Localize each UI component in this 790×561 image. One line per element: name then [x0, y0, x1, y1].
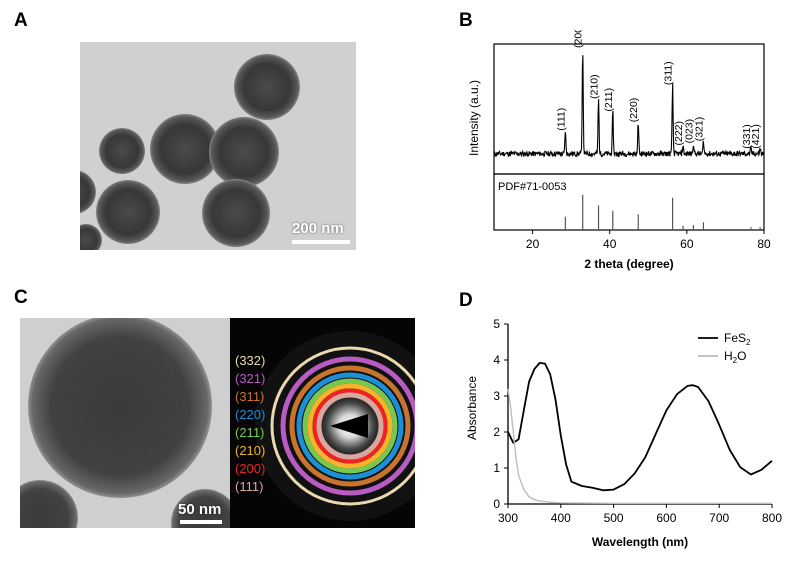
abs-x-tick-label: 400	[551, 511, 571, 525]
xrd-peak-label: (331)	[741, 124, 753, 149]
nanosphere	[234, 54, 300, 120]
ring-index-label: (220)	[235, 407, 266, 422]
diffraction-ring	[316, 392, 384, 460]
scale-bar-label: 200 nm	[292, 220, 344, 237]
diffraction-ring	[302, 378, 398, 474]
tem-image-c-graphic	[20, 318, 230, 528]
ring-index-label: (200)	[235, 461, 266, 476]
abs-x-tick-label: 700	[709, 511, 729, 525]
nanosphere	[171, 489, 230, 528]
diffraction-ring	[280, 356, 415, 496]
absorbance-ylabel: Absorbance	[465, 376, 479, 440]
legend-label: H2O	[724, 349, 746, 365]
xrd-reference-frame	[493, 173, 765, 231]
abs-y-tick-label: 4	[493, 353, 500, 367]
ring-index-label: (111)	[235, 479, 264, 494]
ring-index-label: (210)	[235, 443, 266, 458]
diffraction-ring	[270, 346, 415, 506]
panel-label-d: D	[459, 290, 473, 311]
diffraction-ring	[307, 383, 393, 469]
nanosphere	[80, 170, 96, 214]
series-line-fes2	[507, 362, 773, 492]
abs-x-tick-label: 500	[604, 511, 624, 525]
xrd-peak-label: (200)	[573, 30, 585, 48]
abs-x-tick-label: 600	[656, 511, 676, 525]
saed-pattern: (332) (321) (311) (220) (211) (210) (200) (111)	[230, 318, 415, 528]
series-line-h2o	[507, 388, 772, 505]
diffraction-ring	[312, 388, 388, 464]
tem-image-a: 200 nm	[80, 42, 356, 250]
reference-card-label: PDF#71-0053	[498, 181, 567, 193]
panel-label-a: A	[14, 10, 28, 31]
scale-bar	[292, 240, 350, 244]
diffraction-ring	[296, 372, 404, 480]
xrd-chart: Intensity (a.u.) (111) (200) (210)(211) (22…	[467, 30, 771, 271]
abs-y-tick-label: 5	[493, 317, 500, 331]
scale-bar	[180, 520, 222, 524]
abs-x-tick-label: 300	[498, 511, 518, 525]
xrd-peak-label: (311)	[663, 61, 675, 85]
absorbance-chart: Absorbance 0 1 2 3 4 5 300 400 500 600 700 800 FeS…	[465, 317, 782, 549]
panel-label-b: B	[459, 10, 473, 31]
xrd-ylabel: Intensity (a.u.)	[467, 80, 481, 156]
nanosphere	[99, 128, 145, 174]
beam-stopper	[330, 414, 368, 438]
abs-y-tick-label: 1	[493, 461, 500, 475]
abs-y-tick-label: 0	[493, 497, 500, 511]
diffraction-ring	[289, 365, 411, 487]
xrd-x-tick-label: 20	[526, 237, 540, 251]
nanosphere	[209, 117, 279, 187]
saed-graphic	[255, 331, 415, 521]
xrd-pattern-line	[493, 55, 765, 158]
nanosphere	[96, 180, 160, 244]
abs-y-tick-label: 3	[493, 389, 500, 403]
xrd-peak-label: (111)	[555, 108, 567, 131]
ring-index-label: (321)	[235, 371, 266, 386]
panel-label-c: C	[14, 287, 28, 308]
xrd-peak-label: (321)	[693, 117, 705, 142]
xrd-xlabel: 2 theta (degree)	[584, 257, 673, 271]
nanosphere	[20, 480, 78, 528]
xrd-peak-label: (211)	[603, 88, 615, 112]
xrd-pattern-trace	[493, 55, 765, 158]
xrd-peak-label: (220)	[628, 98, 640, 123]
xrd-x-tick-label: 80	[757, 237, 771, 251]
abs-y-tick-label: 2	[493, 425, 500, 439]
tem-image-a-graphic	[80, 42, 356, 250]
xrd-peak-label: (210)	[589, 74, 601, 99]
abs-x-tick-label: 800	[762, 511, 782, 525]
xrd-x-tick-label: 60	[680, 237, 694, 251]
xrd-peak-label: (421)	[750, 124, 762, 149]
ring-index-label: (211)	[235, 425, 265, 440]
ring-index-label: (332)	[235, 353, 266, 368]
nanosphere	[202, 179, 270, 247]
legend-label: FeS2	[724, 331, 751, 347]
xrd-peak-label: (023)	[683, 119, 695, 144]
scale-bar-label: 50 nm	[178, 501, 222, 518]
ring-index-label: (311)	[235, 389, 265, 404]
nanosphere-closeup	[28, 318, 212, 498]
absorbance-xlabel: Wavelength (nm)	[592, 535, 688, 549]
tem-image-c: 50 nm	[20, 318, 230, 528]
nanosphere	[150, 114, 220, 184]
xrd-x-tick-label: 40	[603, 237, 617, 251]
xrd-peak-label: (222)	[673, 121, 685, 146]
nanosphere	[80, 224, 102, 250]
